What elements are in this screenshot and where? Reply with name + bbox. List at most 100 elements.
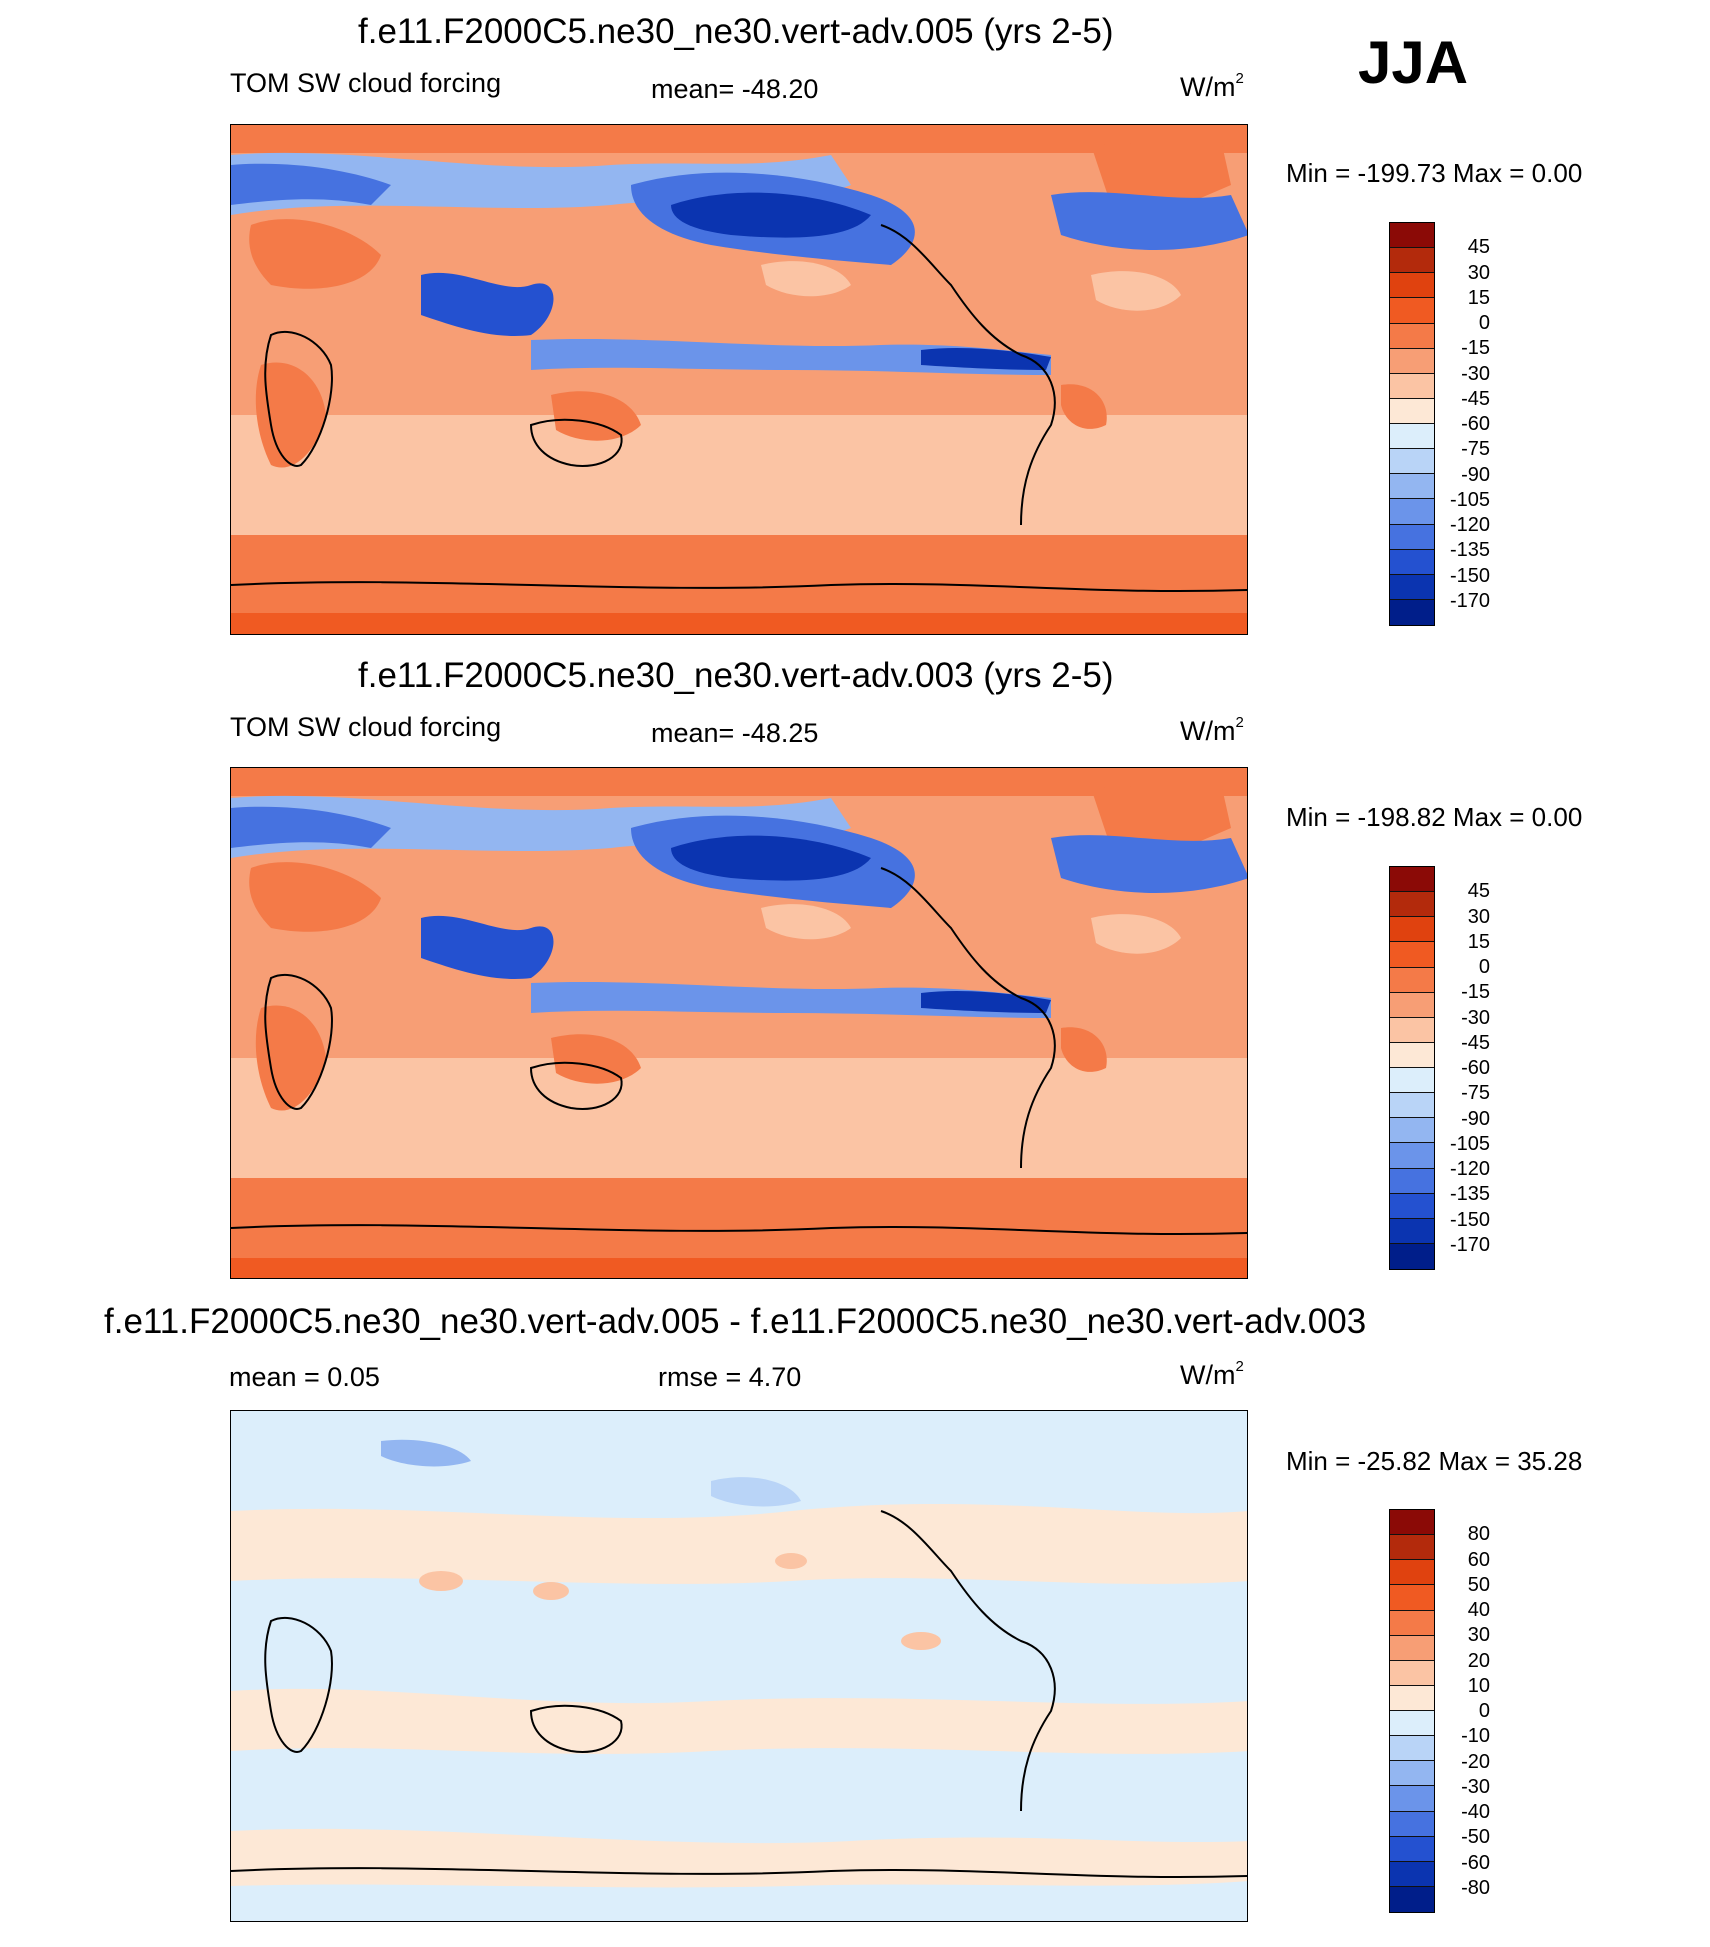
colorbar-tick-label: -60: [1461, 413, 1490, 435]
colorbar-swatch: [1390, 1736, 1434, 1762]
colorbar-swatch: [1390, 1685, 1434, 1711]
colorbar-tick-label: -45: [1461, 387, 1490, 410]
colorbar-swatch: [1390, 373, 1434, 399]
colorbar-tick-label: 20: [1467, 1649, 1490, 1672]
colorbar-swatch: [1390, 917, 1434, 943]
colorbar-tick-label: 30: [1467, 261, 1490, 284]
colorbar-swatch: [1390, 298, 1434, 324]
colorbar-tick-label: -90: [1461, 1107, 1490, 1130]
colorbar-swatch: [1390, 1711, 1434, 1737]
panel1-map: [230, 124, 1248, 635]
colorbar-tick-label: 45: [1467, 236, 1490, 259]
panel2-mean: mean= -48.25: [651, 718, 819, 748]
colorbar-tick-label: 0: [1478, 312, 1490, 334]
panel3-colorbar-labels: 80 60 50 40 30 20 10 0 -10 -20 -30 -40 -50 -60 -80: [1430, 1509, 1490, 1913]
colorbar-swatch: [1390, 1585, 1434, 1611]
colorbar-swatch: [1390, 892, 1434, 918]
panel3-rmse: rmse = 4.70: [658, 1362, 802, 1392]
panel1-map-field: [231, 125, 1247, 634]
colorbar-tick-label: -50: [1461, 1826, 1490, 1849]
colorbar-swatch: [1390, 1068, 1434, 1094]
colorbar-tick-label: -30: [1461, 362, 1490, 385]
panel2-colorbar: [1389, 866, 1435, 1270]
colorbar-swatch: [1390, 223, 1434, 249]
colorbar-tick-label: 80: [1467, 1523, 1490, 1546]
panel3-units: W/m2: [1180, 1358, 1244, 1390]
colorbar-swatch: [1390, 1243, 1434, 1269]
colorbar-swatch: [1390, 248, 1434, 274]
colorbar-tick-label: 50: [1467, 1573, 1490, 1596]
colorbar-tick-label: 60: [1467, 1548, 1490, 1571]
colorbar-tick-label: -105: [1449, 1132, 1490, 1155]
colorbar-tick-label: -170: [1449, 589, 1490, 612]
colorbar-swatch: [1390, 992, 1434, 1018]
panel2-map-field: [231, 768, 1247, 1278]
colorbar-swatch: [1390, 273, 1434, 299]
colorbar-tick-label: 15: [1467, 930, 1490, 953]
colorbar-swatch: [1390, 474, 1434, 500]
colorbar-tick-label: -60: [1461, 1057, 1490, 1079]
colorbar-tick-label: 40: [1467, 1599, 1490, 1621]
colorbar-swatch: [1390, 1761, 1434, 1787]
colorbar-tick-label: -15: [1461, 337, 1490, 360]
panel3-min-max: Min = -25.82 Max = 35.28: [1286, 1446, 1583, 1476]
panel1-mean: mean= -48.20: [651, 74, 819, 104]
colorbar-tick-label: 10: [1467, 1674, 1490, 1697]
colorbar-swatch: [1390, 1861, 1434, 1887]
panel1-units: W/m2: [1180, 70, 1244, 102]
colorbar-tick-label: -90: [1461, 463, 1490, 486]
panel2-min-max: Min = -198.82 Max = 0.00: [1286, 802, 1583, 832]
colorbar-tick-label: -10: [1461, 1725, 1490, 1748]
colorbar-tick-label: -40: [1461, 1801, 1490, 1823]
colorbar-swatch: [1390, 1118, 1434, 1144]
colorbar-swatch: [1390, 967, 1434, 993]
colorbar-swatch: [1390, 1811, 1434, 1837]
colorbar-swatch: [1390, 398, 1434, 424]
colorbar-swatch: [1390, 1535, 1434, 1561]
colorbar-tick-label: -135: [1449, 1183, 1490, 1206]
colorbar-swatch: [1390, 1560, 1434, 1586]
colorbar-tick-label: -45: [1461, 1031, 1490, 1054]
colorbar-tick-label: -120: [1449, 514, 1490, 536]
panel2-colorbar-labels: 45 30 15 0 -15 -30 -45 -60 -75 -90 -105 -120 -135 -15…: [1430, 866, 1490, 1270]
colorbar-swatch: [1390, 1510, 1434, 1536]
panel2-title: f.e11.F2000C5.ne30_ne30.vert-adv.003 (yr…: [358, 656, 1114, 695]
colorbar-tick-label: 45: [1467, 880, 1490, 903]
panel1-variable: TOM SW cloud forcing: [230, 68, 502, 98]
colorbar-swatch: [1390, 1660, 1434, 1686]
colorbar-tick-label: -20: [1461, 1750, 1490, 1773]
panel1-min-max: Min = -199.73 Max = 0.00: [1286, 158, 1583, 188]
colorbar-tick-label: -170: [1449, 1233, 1490, 1256]
colorbar-swatch: [1390, 348, 1434, 374]
colorbar-tick-label: -75: [1461, 1082, 1490, 1105]
colorbar-swatch: [1390, 1017, 1434, 1043]
panel3-map-field: [231, 1411, 1247, 1921]
colorbar-swatch: [1390, 1042, 1434, 1068]
colorbar-tick-label: -105: [1449, 488, 1490, 511]
colorbar-swatch: [1390, 942, 1434, 968]
colorbar-swatch: [1390, 1168, 1434, 1194]
panel1-colorbar: [1389, 222, 1435, 626]
panel1-colorbar-labels: 45 30 15 0 -15 -30 -45 -60 -75 -90 -105 -120 -135 -15…: [1430, 222, 1490, 626]
colorbar-swatch: [1390, 499, 1434, 525]
colorbar-swatch: [1390, 1886, 1434, 1912]
colorbar-tick-label: 30: [1467, 1624, 1490, 1647]
colorbar-tick-label: -150: [1449, 564, 1490, 587]
colorbar-swatch: [1390, 524, 1434, 550]
colorbar-tick-label: -135: [1449, 539, 1490, 562]
colorbar-tick-label: 30: [1467, 905, 1490, 928]
season-label: JJA: [1358, 29, 1469, 96]
panel3-map: [230, 1410, 1248, 1922]
colorbar-swatch: [1390, 1143, 1434, 1169]
colorbar-swatch: [1390, 1610, 1434, 1636]
panel3-title: f.e11.F2000C5.ne30_ne30.vert-adv.005 - f…: [104, 1302, 1367, 1341]
colorbar-swatch: [1390, 323, 1434, 349]
panel2-units: W/m2: [1180, 714, 1244, 746]
colorbar-swatch: [1390, 1786, 1434, 1812]
colorbar-swatch: [1390, 424, 1434, 450]
colorbar-swatch: [1390, 599, 1434, 625]
colorbar-tick-label: -60: [1461, 1851, 1490, 1874]
panel2-map: [230, 767, 1248, 1279]
colorbar-tick-label: -80: [1461, 1876, 1490, 1899]
colorbar-tick-label: -120: [1449, 1158, 1490, 1180]
